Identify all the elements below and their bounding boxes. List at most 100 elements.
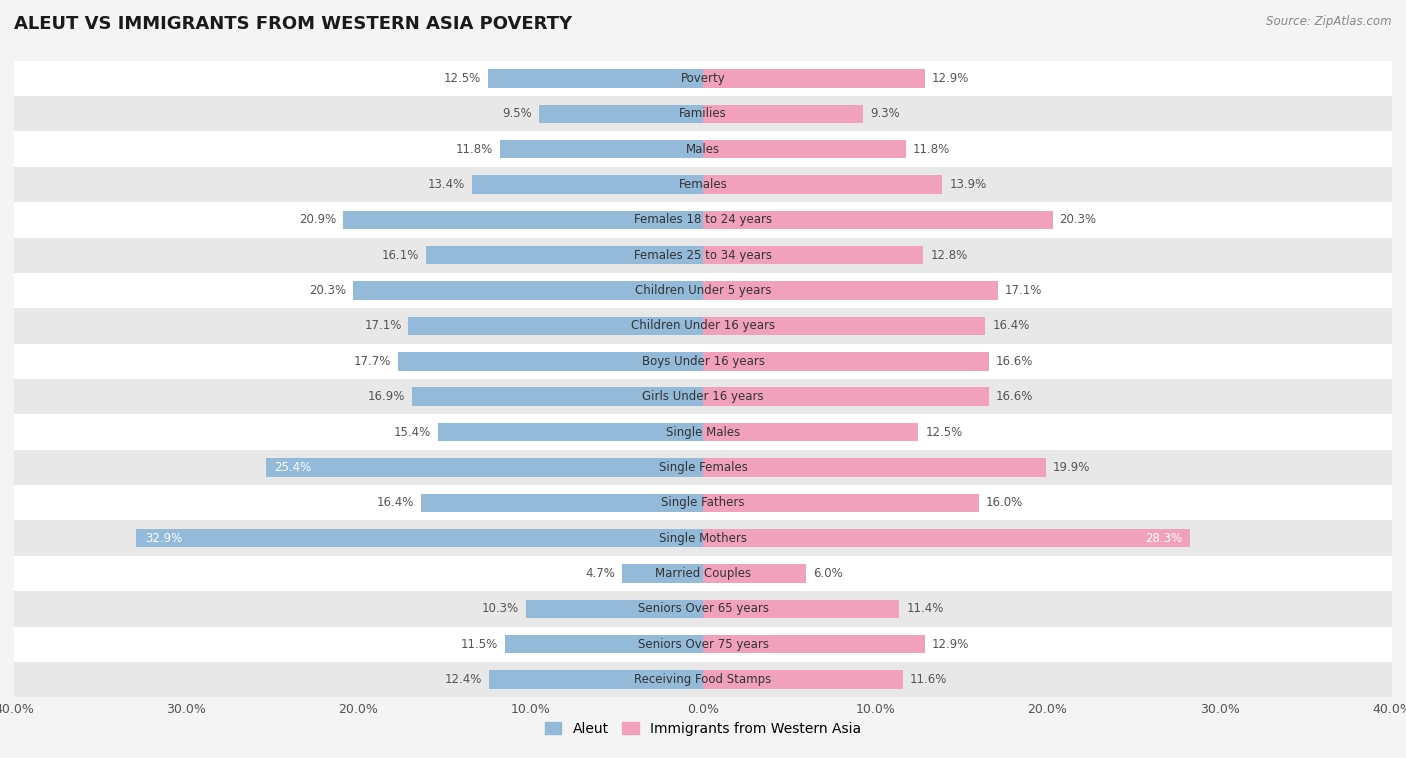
Bar	[14, 167, 1392, 202]
Bar	[14, 521, 1392, 556]
Text: Children Under 16 years: Children Under 16 years	[631, 319, 775, 333]
Text: 16.4%: 16.4%	[993, 319, 1029, 333]
Text: Married Couples: Married Couples	[655, 567, 751, 580]
Text: 16.9%: 16.9%	[367, 390, 405, 403]
Bar	[14, 61, 1392, 96]
Text: 11.8%: 11.8%	[456, 143, 494, 155]
Bar	[703, 635, 925, 653]
Bar	[703, 671, 903, 689]
Bar	[412, 387, 703, 406]
Bar	[14, 415, 1392, 449]
Bar	[14, 202, 1392, 237]
Text: 11.4%: 11.4%	[907, 603, 943, 615]
Bar	[14, 556, 1392, 591]
Text: Single Females: Single Females	[658, 461, 748, 474]
Text: 13.9%: 13.9%	[949, 178, 987, 191]
Text: Children Under 5 years: Children Under 5 years	[634, 284, 772, 297]
Text: Source: ZipAtlas.com: Source: ZipAtlas.com	[1267, 15, 1392, 28]
Text: 16.0%: 16.0%	[986, 496, 1022, 509]
Bar	[14, 662, 1392, 697]
Text: 9.5%: 9.5%	[503, 107, 533, 121]
Text: 16.6%: 16.6%	[995, 355, 1033, 368]
Bar	[621, 565, 703, 583]
Text: 17.7%: 17.7%	[354, 355, 391, 368]
Bar	[540, 105, 703, 123]
Bar	[703, 529, 1191, 547]
Bar	[703, 387, 988, 406]
Bar	[703, 281, 997, 299]
Text: Females: Females	[679, 178, 727, 191]
Bar	[426, 246, 703, 265]
Bar	[14, 309, 1392, 343]
Text: 11.8%: 11.8%	[912, 143, 950, 155]
Text: Single Fathers: Single Fathers	[661, 496, 745, 509]
Bar	[703, 105, 863, 123]
Text: 17.1%: 17.1%	[364, 319, 402, 333]
Bar	[14, 343, 1392, 379]
Text: 20.3%: 20.3%	[309, 284, 346, 297]
Text: 4.7%: 4.7%	[585, 567, 616, 580]
Text: 11.6%: 11.6%	[910, 673, 948, 686]
Bar	[703, 600, 900, 618]
Bar	[526, 600, 703, 618]
Bar	[14, 449, 1392, 485]
Bar	[703, 211, 1053, 229]
Bar	[703, 140, 907, 158]
Text: Seniors Over 65 years: Seniors Over 65 years	[637, 603, 769, 615]
Bar	[266, 459, 703, 477]
Bar	[703, 459, 1046, 477]
Text: 12.5%: 12.5%	[443, 72, 481, 85]
Text: Receiving Food Stamps: Receiving Food Stamps	[634, 673, 772, 686]
Bar	[505, 635, 703, 653]
Text: 32.9%: 32.9%	[145, 531, 183, 545]
Bar	[398, 352, 703, 371]
Bar	[703, 565, 807, 583]
Bar	[703, 423, 918, 441]
Bar	[472, 175, 703, 193]
Bar	[703, 317, 986, 335]
Bar	[703, 493, 979, 512]
Bar	[14, 131, 1392, 167]
Text: 19.9%: 19.9%	[1053, 461, 1090, 474]
Text: 25.4%: 25.4%	[274, 461, 311, 474]
Text: 17.1%: 17.1%	[1004, 284, 1042, 297]
Bar	[14, 273, 1392, 309]
Bar	[14, 237, 1392, 273]
Bar	[14, 627, 1392, 662]
Text: 20.9%: 20.9%	[299, 213, 336, 227]
Text: 12.5%: 12.5%	[925, 425, 963, 439]
Bar	[14, 96, 1392, 131]
Bar	[353, 281, 703, 299]
Text: Boys Under 16 years: Boys Under 16 years	[641, 355, 765, 368]
Text: Families: Families	[679, 107, 727, 121]
Text: Seniors Over 75 years: Seniors Over 75 years	[637, 637, 769, 651]
Bar	[14, 379, 1392, 415]
Text: 15.4%: 15.4%	[394, 425, 430, 439]
Bar	[437, 423, 703, 441]
Bar	[703, 175, 942, 193]
Text: Single Males: Single Males	[666, 425, 740, 439]
Text: 20.3%: 20.3%	[1060, 213, 1097, 227]
Text: Males: Males	[686, 143, 720, 155]
Text: ALEUT VS IMMIGRANTS FROM WESTERN ASIA POVERTY: ALEUT VS IMMIGRANTS FROM WESTERN ASIA PO…	[14, 15, 572, 33]
Text: Females 25 to 34 years: Females 25 to 34 years	[634, 249, 772, 262]
Text: 12.4%: 12.4%	[446, 673, 482, 686]
Bar	[14, 591, 1392, 627]
Text: 16.6%: 16.6%	[995, 390, 1033, 403]
Text: Girls Under 16 years: Girls Under 16 years	[643, 390, 763, 403]
Bar	[343, 211, 703, 229]
Text: 6.0%: 6.0%	[813, 567, 844, 580]
Bar	[499, 140, 703, 158]
Text: 16.1%: 16.1%	[381, 249, 419, 262]
Bar	[488, 69, 703, 87]
Text: Poverty: Poverty	[681, 72, 725, 85]
Text: 10.3%: 10.3%	[482, 603, 519, 615]
Bar	[703, 69, 925, 87]
Bar	[14, 485, 1392, 521]
Text: 12.8%: 12.8%	[931, 249, 967, 262]
Bar	[409, 317, 703, 335]
Text: 12.9%: 12.9%	[932, 637, 970, 651]
Bar	[136, 529, 703, 547]
Text: Single Mothers: Single Mothers	[659, 531, 747, 545]
Text: 13.4%: 13.4%	[427, 178, 465, 191]
